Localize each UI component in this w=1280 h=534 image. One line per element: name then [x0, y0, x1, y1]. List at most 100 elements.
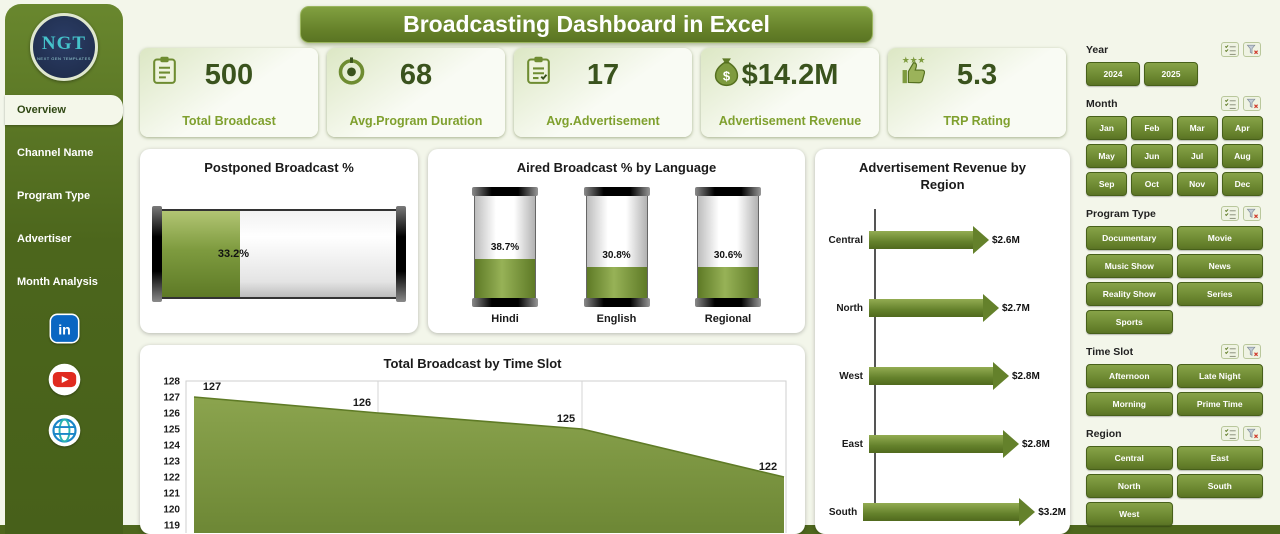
multiselect-icon[interactable] [1221, 42, 1239, 57]
slicer-option-music-show[interactable]: Music Show [1086, 254, 1173, 278]
slicer-option-movie[interactable]: Movie [1176, 226, 1263, 250]
postponed-broadcast-card: Postponed Broadcast % 33.2% [140, 149, 418, 333]
aired-battery-charts: 38.7% Hindi 30.8% English 30.6% Regional [428, 187, 805, 325]
slicer-option-reality-show[interactable]: Reality Show [1086, 282, 1173, 306]
slicer-option-may[interactable]: May [1086, 144, 1128, 168]
svg-text:$: $ [723, 68, 731, 83]
kpi-card-avg-program-duration: 68 Avg.Program Duration [327, 48, 505, 137]
youtube-icon[interactable] [47, 362, 81, 396]
linkedin-icon[interactable]: in [47, 311, 81, 345]
sidebar-item-overview[interactable]: Overview [5, 95, 123, 125]
slicer-option-sep[interactable]: Sep [1086, 172, 1128, 196]
slicer-option-late-night[interactable]: Late Night [1176, 364, 1263, 388]
battery-percent-label: 30.6% [713, 249, 743, 261]
svg-text:121: 121 [163, 489, 180, 500]
region-arrow-chart: Central $2.6M North $2.7M West $2.8M East $2.8M… [825, 207, 1066, 530]
svg-text:120: 120 [163, 505, 180, 516]
slicer-option-sports[interactable]: Sports [1086, 310, 1173, 334]
slicer-option-feb[interactable]: Feb [1131, 116, 1173, 140]
region-row-south: South $3.2M [825, 497, 1066, 527]
slicer-option-jun[interactable]: Jun [1131, 144, 1173, 168]
clear-filter-icon[interactable] [1243, 206, 1261, 221]
svg-text:127: 127 [203, 381, 221, 393]
region-label: South [828, 506, 858, 518]
postponed-battery-chart: 33.2% [152, 206, 406, 302]
slicer-option-jan[interactable]: Jan [1086, 116, 1128, 140]
language-label: Hindi [491, 313, 519, 325]
battery-fill [475, 258, 535, 298]
sidebar-item-channel-name[interactable]: Channel Name [17, 147, 94, 159]
kpi-label: Avg.Program Duration [349, 114, 483, 128]
slicer-option-series[interactable]: Series [1176, 282, 1263, 306]
kpi-card-avg-advertisement: 17 Avg.Advertisement [514, 48, 692, 137]
postponed-title: Postponed Broadcast % [204, 160, 354, 175]
slicer-option-east[interactable]: East [1176, 446, 1263, 470]
slicer-program-type: Program Type Documentary Movie Music Show Ne… [1086, 206, 1263, 334]
postponed-fill [162, 211, 240, 297]
clear-filter-icon[interactable] [1243, 96, 1261, 111]
region-label: Central [828, 234, 863, 246]
revenue-arrow [869, 294, 999, 322]
kpi-label: TRP Rating [943, 114, 1011, 128]
slicer-option-afternoon[interactable]: Afternoon [1086, 364, 1173, 388]
multiselect-icon[interactable] [1221, 206, 1239, 221]
clear-filter-icon[interactable] [1243, 42, 1261, 57]
logo-text: NGT [41, 33, 87, 54]
slicer-option-central[interactable]: Central [1086, 446, 1173, 470]
sidebar-item-program-type[interactable]: Program Type [17, 190, 91, 202]
region-axis-line [874, 209, 876, 518]
battery-cap-bottom [472, 298, 538, 307]
slicer-option-morning[interactable]: Morning [1086, 392, 1173, 416]
slicer-option-nov[interactable]: Nov [1176, 172, 1218, 196]
svg-text:★★★: ★★★ [902, 55, 926, 65]
battery-cap-top [472, 187, 538, 196]
clear-filter-icon[interactable] [1243, 344, 1261, 359]
battery-body: 30.6% [697, 196, 759, 298]
kpi-row: 500 Total Broadcast 68 Avg.Program Duration… [140, 48, 1066, 137]
slicer-option-aug[interactable]: Aug [1221, 144, 1263, 168]
battery-cap-top [583, 187, 650, 196]
slicer-option-dec[interactable]: Dec [1221, 172, 1263, 196]
time-slot-title: Total Broadcast by Time Slot [383, 356, 562, 371]
website-icon[interactable] [47, 413, 81, 447]
region-row-north: North $2.7M [825, 293, 1066, 323]
slicer-option-2025[interactable]: 2025 [1144, 62, 1198, 86]
slicer-option-news[interactable]: News [1176, 254, 1263, 278]
clipboard2-icon [522, 54, 556, 88]
slicer-option-oct[interactable]: Oct [1131, 172, 1173, 196]
kpi-card-advertisement-revenue: $ $14.2M Advertisement Revenue [701, 48, 879, 137]
slicer-option-south[interactable]: South [1176, 474, 1263, 498]
multiselect-icon[interactable] [1221, 344, 1239, 359]
slicer-option-west[interactable]: West [1086, 502, 1173, 526]
thumbsup-icon: ★★★ [896, 54, 930, 88]
multiselect-icon[interactable] [1221, 96, 1239, 111]
slicer-option-prime-time[interactable]: Prime Time [1176, 392, 1263, 416]
slicer-option-mar[interactable]: Mar [1176, 116, 1218, 140]
sidebar-item-month-analysis[interactable]: Month Analysis [17, 276, 98, 288]
kpi-value: 17 [586, 59, 620, 91]
sidebar-nav: Overview Channel Name Program Type Advertis… [5, 95, 123, 297]
kpi-value: 68 [399, 59, 433, 91]
revenue-value: $2.7M [1002, 302, 1030, 314]
svg-text:126: 126 [353, 397, 371, 409]
region-row-west: West $2.8M [825, 361, 1066, 391]
battery-cap-bottom [695, 298, 761, 307]
sidebar-item-advertiser[interactable]: Advertiser [17, 233, 72, 245]
kpi-label: Advertisement Revenue [718, 114, 862, 128]
slicer-option-apr[interactable]: Apr [1221, 116, 1263, 140]
slicer-option-north[interactable]: North [1086, 474, 1173, 498]
clear-filter-icon[interactable] [1243, 426, 1261, 441]
slicer-option-documentary[interactable]: Documentary [1086, 226, 1173, 250]
multiselect-icon[interactable] [1221, 426, 1239, 441]
language-label: English [596, 313, 637, 325]
svg-text:125: 125 [557, 413, 575, 425]
region-label: West [839, 370, 863, 382]
slicer-option-2024[interactable]: 2024 [1086, 62, 1140, 86]
slicer-title: Month [1086, 97, 1118, 110]
region-label: East [841, 438, 863, 450]
region-revenue-title: Advertisement Revenue by Region [859, 160, 1026, 192]
kpi-label: Total Broadcast [182, 114, 276, 128]
clipboard-icon [148, 54, 182, 88]
slicer-option-jul[interactable]: Jul [1176, 144, 1218, 168]
arrow-head-icon [983, 294, 999, 322]
